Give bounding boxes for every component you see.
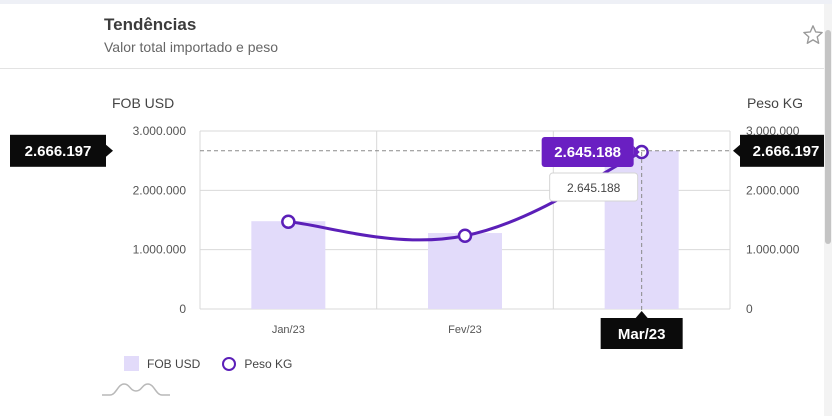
x-value-badge: Mar/23 bbox=[600, 311, 683, 349]
legend-bar-swatch bbox=[124, 356, 139, 371]
card-header: Tendências Valor total importado e peso bbox=[0, 4, 824, 69]
point-value-badge: 2.645.188 bbox=[541, 137, 640, 168]
y-left-tick: 1.000.000 bbox=[133, 243, 187, 257]
mini-chart-icon[interactable] bbox=[100, 376, 172, 398]
y-right-tick: 0 bbox=[746, 302, 753, 316]
bars bbox=[251, 150, 679, 309]
y-right-tick: 1.000.000 bbox=[746, 243, 800, 257]
legend-label-fob: FOB USD bbox=[147, 356, 201, 371]
scrollbar-thumb[interactable] bbox=[825, 30, 831, 244]
legend-item-peso[interactable]: Peso KG bbox=[222, 356, 293, 371]
y-right-tick: 3.000.000 bbox=[746, 124, 800, 138]
y-right-tick: 2.000.000 bbox=[746, 183, 800, 197]
y-left-label: FOB USD bbox=[112, 95, 174, 111]
y-left-tick: 0 bbox=[179, 302, 186, 316]
svg-text:2.645.188: 2.645.188 bbox=[567, 181, 621, 195]
card-subtitle: Valor total importado e peso bbox=[104, 39, 279, 55]
legend-line-swatch bbox=[222, 356, 237, 371]
crosshair: 2.666.197 2.666.197 Mar/23 2.645.188 2.645.1… bbox=[10, 134, 824, 349]
bar-Jan/23[interactable] bbox=[251, 221, 326, 309]
y-left-tick: 2.000.000 bbox=[133, 183, 187, 197]
peso-point-Fev/23[interactable] bbox=[457, 228, 473, 243]
svg-text:2.666.197: 2.666.197 bbox=[753, 143, 820, 160]
x-tick: Jan/23 bbox=[272, 324, 305, 336]
y-right-label: Peso KG bbox=[747, 95, 803, 111]
right-value-badge: 2.666.197 bbox=[733, 134, 824, 167]
peso-point-Jan/23[interactable] bbox=[281, 214, 296, 230]
y-left-tick: 3.000.000 bbox=[133, 124, 187, 138]
scrollbar[interactable] bbox=[824, 4, 832, 416]
x-tick: Fev/23 bbox=[448, 324, 482, 336]
legend-label-peso: Peso KG bbox=[244, 356, 293, 371]
bar-Fev/23[interactable] bbox=[428, 233, 502, 309]
svg-text:Mar/23: Mar/23 bbox=[618, 326, 666, 343]
card-title: Tendências bbox=[104, 15, 197, 34]
left-value-badge: 2.666.197 bbox=[10, 134, 113, 167]
top-border bbox=[0, 0, 832, 4]
svg-text:2.666.197: 2.666.197 bbox=[25, 143, 92, 160]
star-icon[interactable] bbox=[802, 24, 824, 46]
axis-ticks: 0 0 1.000.000 1.000.000 2.000.000 2.000.000 3.… bbox=[133, 124, 800, 336]
legend: FOB USD Peso KG bbox=[124, 356, 314, 371]
svg-text:2.645.188: 2.645.188 bbox=[554, 144, 621, 161]
trend-chart: 0 0 1.000.000 1.000.000 2.000.000 2.000.000 3.… bbox=[10, 95, 824, 349]
tooltip: 2.645.188 bbox=[549, 172, 639, 202]
legend-item-fob[interactable]: FOB USD bbox=[124, 356, 200, 371]
